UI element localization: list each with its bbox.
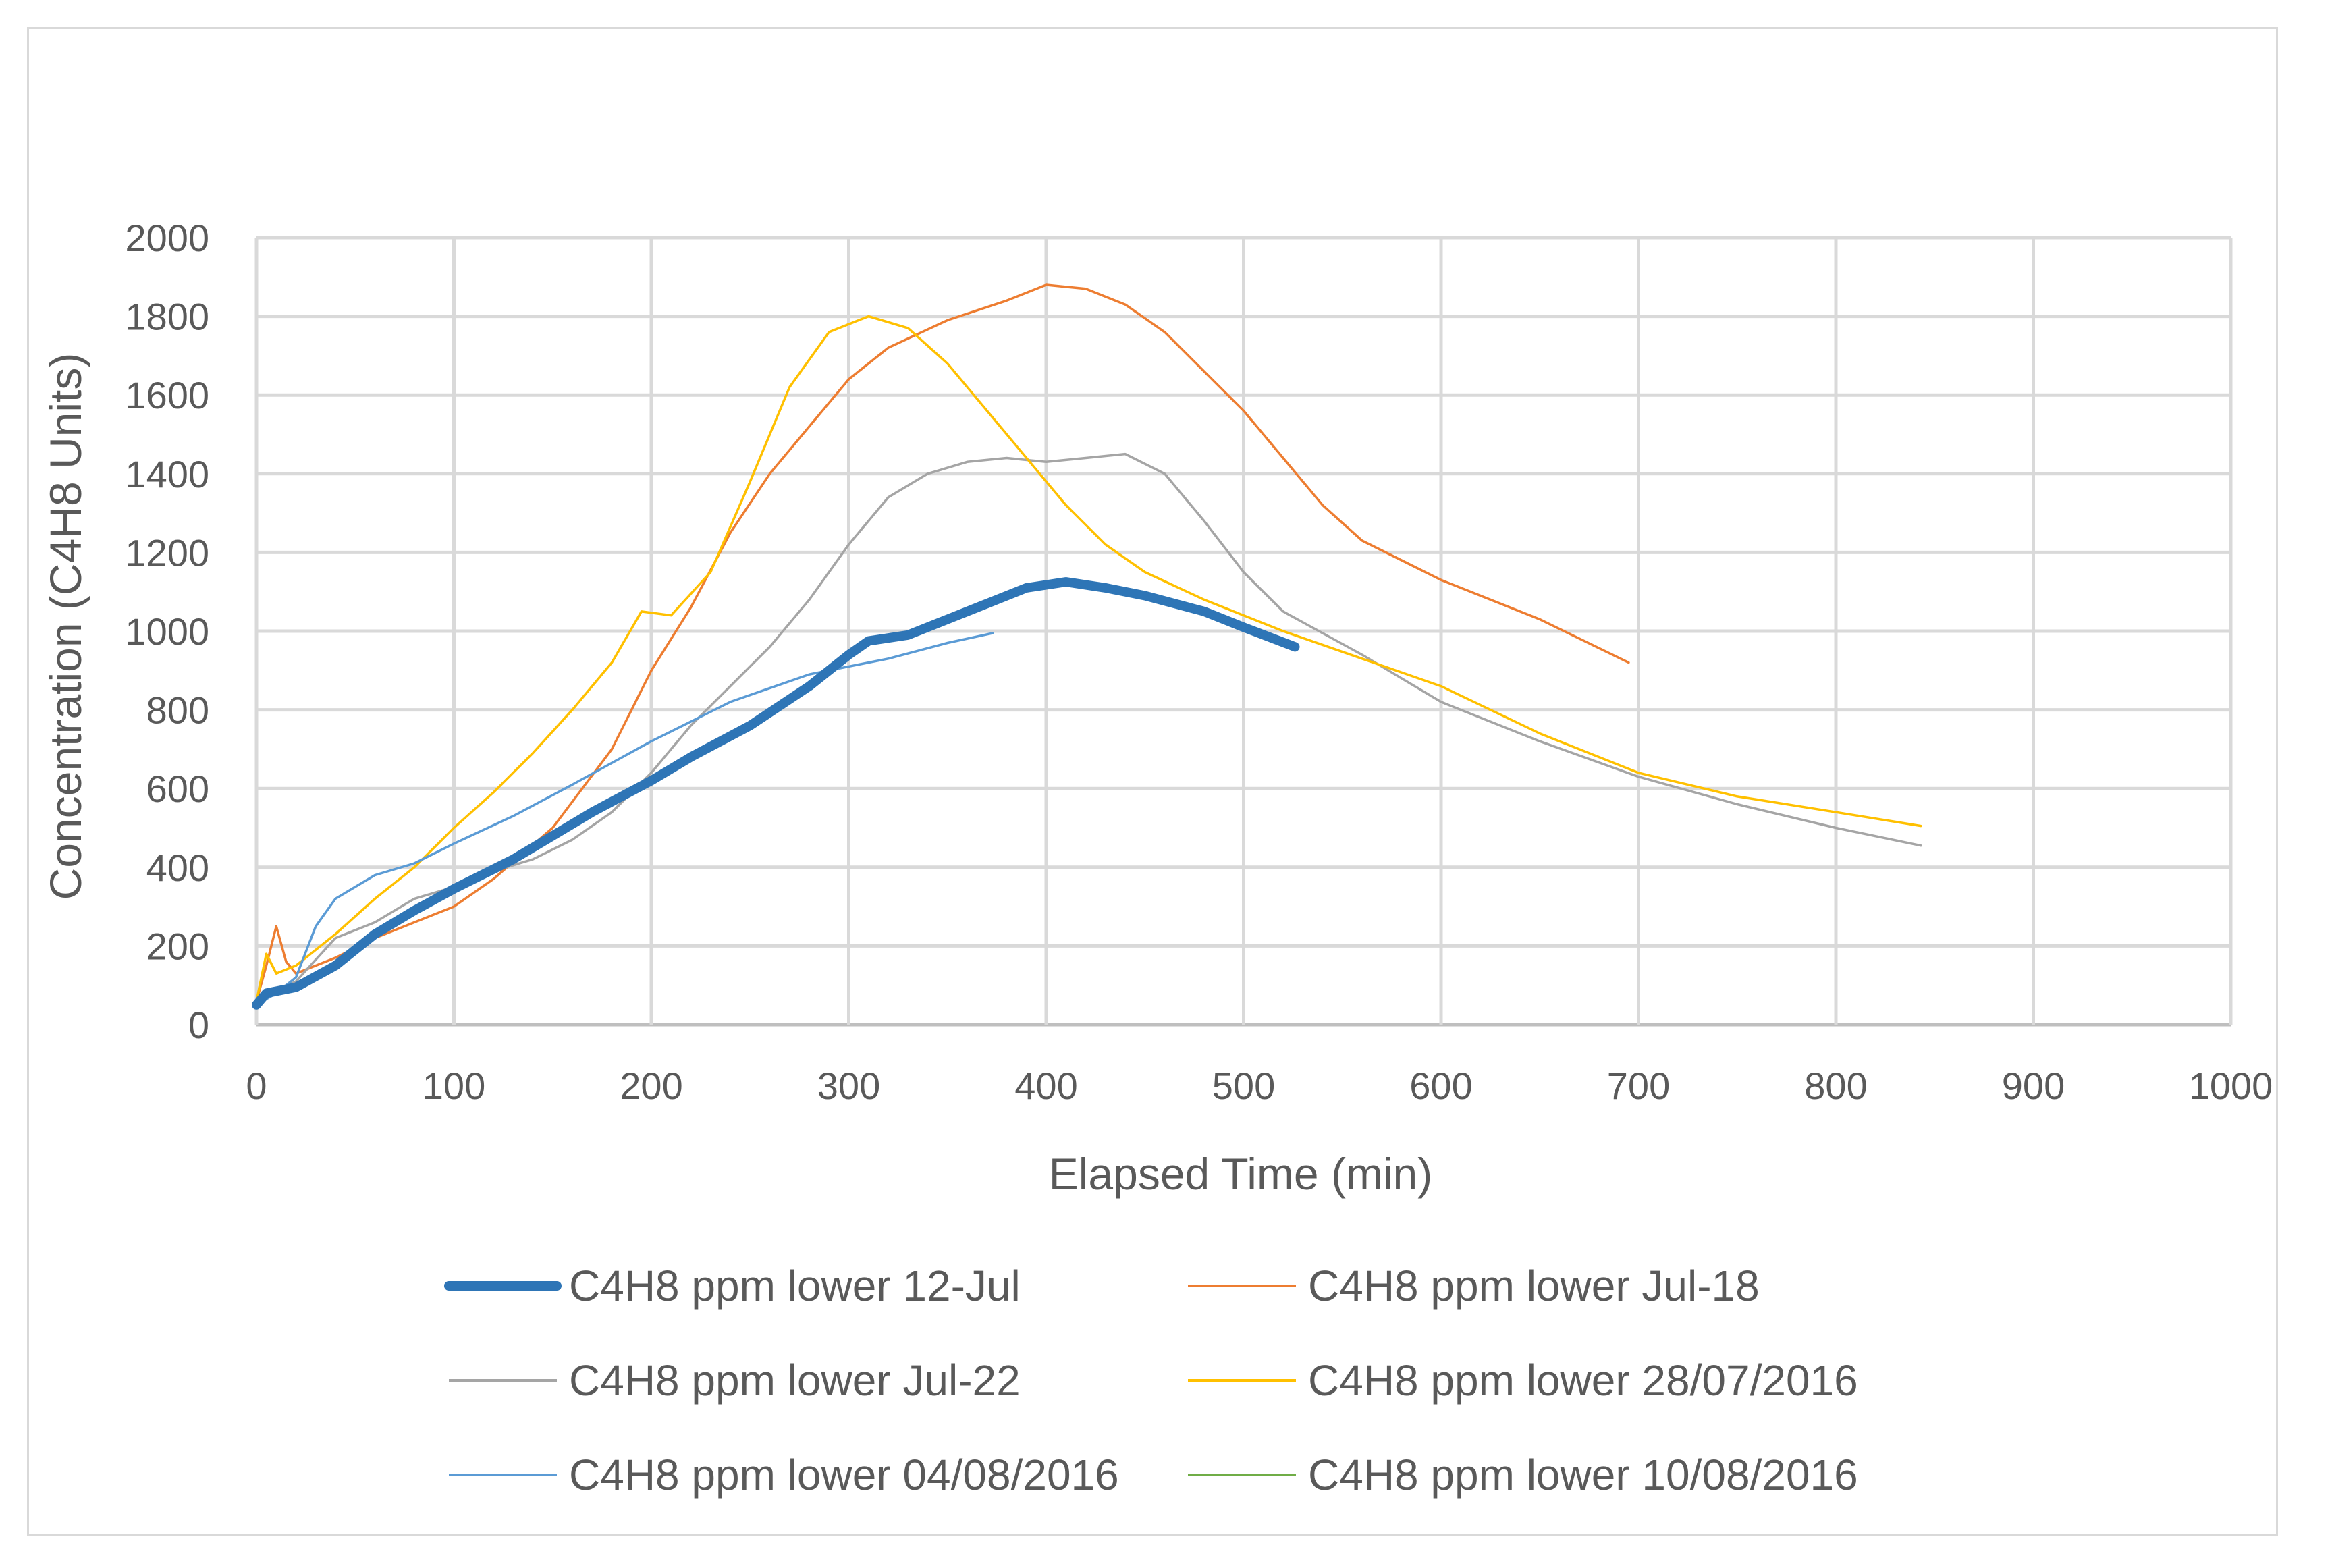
y-tick-label: 1000 xyxy=(125,610,209,653)
x-tick-label: 600 xyxy=(1409,1064,1472,1107)
series-line-1 xyxy=(255,283,1630,1002)
y-tick-label: 400 xyxy=(146,846,209,889)
y-tick-label: 1400 xyxy=(125,453,209,495)
chart-frame xyxy=(27,27,2278,1536)
legend-label-28-07-2016: C4H8 ppm lower 28/07/2016 xyxy=(1308,1356,1858,1405)
x-tick-label: 400 xyxy=(1014,1064,1077,1107)
y-tick-label: 800 xyxy=(146,689,209,732)
y-tick-label: 200 xyxy=(146,925,209,967)
x-tick-label: 0 xyxy=(246,1064,267,1107)
y-tick-label: 2000 xyxy=(125,217,209,259)
series-line-3 xyxy=(255,315,1922,1002)
legend-label-jul-22: C4H8 ppm lower Jul-22 xyxy=(569,1356,1021,1405)
series-line-2 xyxy=(255,452,1922,1002)
legend-label-04-08-2016: C4H8 ppm lower 04/08/2016 xyxy=(569,1451,1119,1499)
x-tick-label: 200 xyxy=(620,1064,682,1107)
series-layer xyxy=(252,283,1922,1010)
series-line-0 xyxy=(252,577,1300,1010)
y-tick-label: 1600 xyxy=(125,374,209,416)
y-axis-title: Concentration (C4H8 Units) xyxy=(40,353,90,900)
y-tick-label: 0 xyxy=(188,1004,209,1046)
legend-label-jul-18: C4H8 ppm lower Jul-18 xyxy=(1308,1262,1760,1310)
x-axis-title: Elapsed Time (min) xyxy=(1049,1149,1433,1199)
legend-label-10-08-2016: C4H8 ppm lower 10/08/2016 xyxy=(1308,1451,1858,1499)
x-tick-label: 800 xyxy=(1804,1064,1867,1107)
series-line-4 xyxy=(255,632,994,1006)
y-tick-label: 1800 xyxy=(125,296,209,338)
x-tick-label: 300 xyxy=(817,1064,880,1107)
x-tick-label: 100 xyxy=(423,1064,485,1107)
legend: C4H8 ppm lower 12-Jul C4H8 ppm lower Jul… xyxy=(444,1262,1858,1499)
y-tick-label: 600 xyxy=(146,767,209,810)
x-tick-label: 500 xyxy=(1212,1064,1275,1107)
x-tick-label: 1000 xyxy=(2189,1064,2273,1107)
legend-label-12-jul: C4H8 ppm lower 12-Jul xyxy=(569,1262,1021,1310)
tick-labels: 0 200 400 600 800 1000 1200 1400 1600 1800 2000 0 10… xyxy=(125,217,2273,1107)
y-tick-label: 1200 xyxy=(125,531,209,574)
x-tick-label: 700 xyxy=(1607,1064,1670,1107)
x-tick-label: 900 xyxy=(2002,1064,2065,1107)
gridlines xyxy=(254,236,2233,1027)
